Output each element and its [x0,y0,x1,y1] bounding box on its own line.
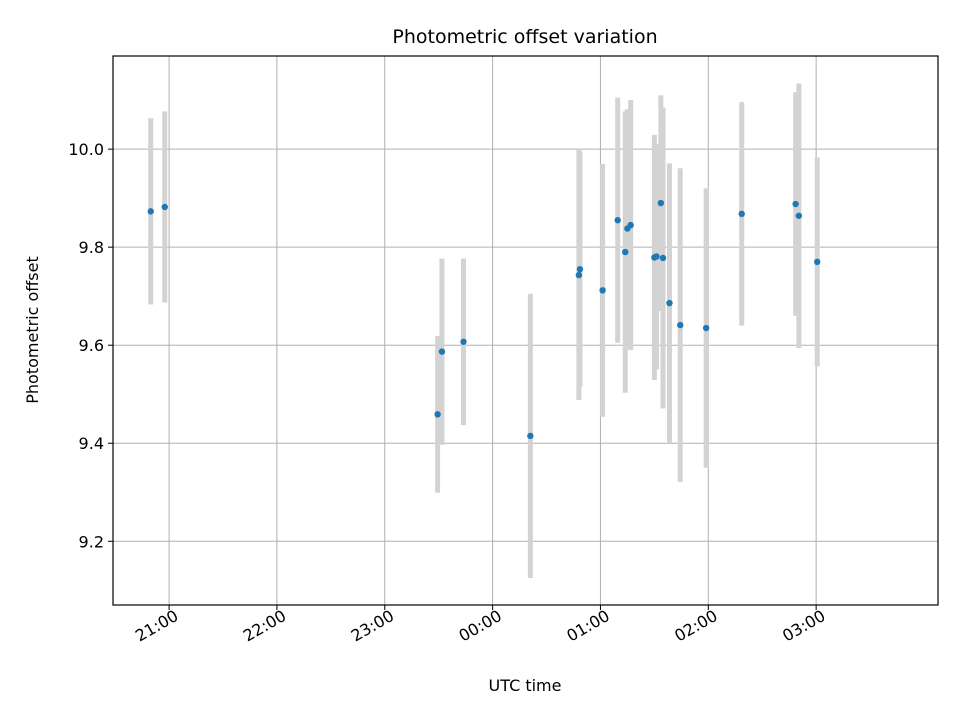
data-point [575,271,583,279]
data-point [738,210,745,218]
data-point [614,217,621,224]
y-tick-label: 10.0 [68,140,104,159]
data-point [460,338,467,345]
y-tick-label: 9.8 [79,238,104,257]
chart-title: Photometric offset variation [392,26,657,48]
y-tick-label: 9.4 [79,434,104,453]
data-point [653,253,660,260]
data-point [795,212,803,219]
y-axis-label: Photometric offset [23,256,42,404]
y-tick-label: 9.2 [79,532,104,551]
data-point [627,221,634,229]
data-point [814,258,821,266]
plot-frame [112,55,939,606]
data-point [657,199,665,207]
x-axis-label: UTC time [489,676,562,695]
data-point [622,248,629,256]
data-points [147,199,821,440]
data-point [792,200,799,208]
data-point [599,287,606,294]
data-point [161,203,168,211]
data-point [434,411,441,418]
plot-area [113,56,938,605]
data-point [677,321,684,329]
data-point [576,266,584,273]
y-tick-label: 9.6 [79,336,104,355]
y-axis-ticks: 9.2 9.4 9.6 9.8 10.0 [68,140,113,551]
data-point [702,324,710,332]
data-point [438,348,446,355]
data-point [147,208,154,215]
data-point [659,254,667,262]
data-point [666,299,673,307]
data-point [527,432,534,440]
